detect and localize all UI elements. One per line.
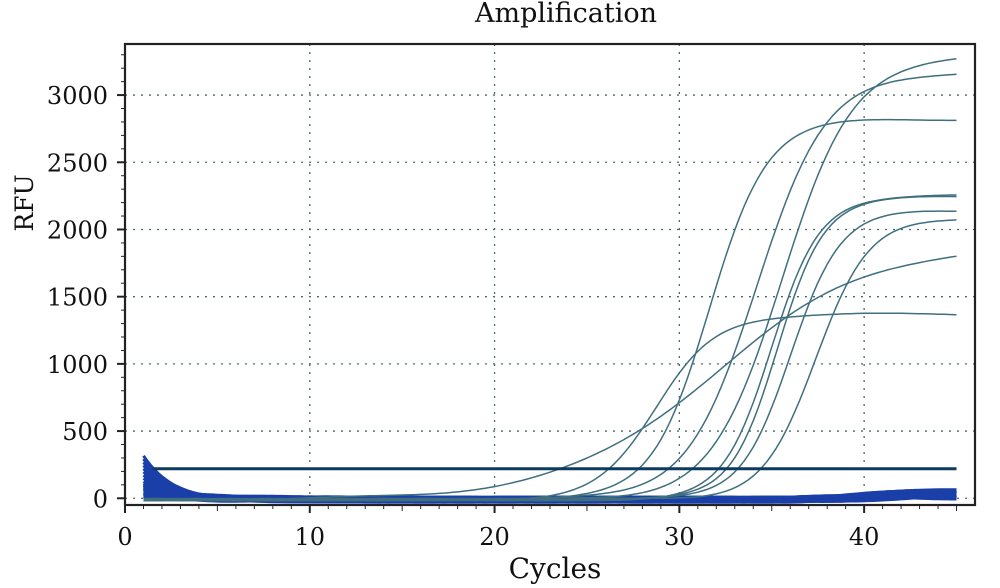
y-tick-label: 2000: [47, 216, 108, 244]
chart-title: Amplification: [474, 0, 657, 29]
y-tick-label: 0: [93, 485, 108, 513]
amplification-curve: [143, 219, 957, 502]
y-tick-label: 3000: [47, 82, 108, 110]
y-axis-label-text: RFU: [10, 174, 39, 232]
x-axis-label: Cycles: [508, 552, 602, 585]
amplification-curve: [143, 255, 957, 501]
early-cycle-curve: [142, 454, 233, 501]
amplification-curve: [143, 194, 957, 502]
amplification-curve: [143, 195, 957, 502]
y-tick-label: 1000: [47, 351, 108, 379]
x-tick-label: 20: [479, 523, 510, 551]
x-tick-label: 30: [664, 523, 695, 551]
amplification-curve: [143, 210, 957, 502]
x-tick-label: 10: [295, 523, 326, 551]
y-tick-label: 1500: [47, 284, 108, 312]
x-tick-label: 0: [117, 523, 132, 551]
y-axis-label: RFU: [10, 158, 39, 248]
y-tick-label: 500: [62, 418, 108, 446]
amplification-curve: [143, 58, 957, 502]
plot-frame: [123, 42, 977, 507]
x-tick-label: 40: [849, 523, 880, 551]
y-tick-label: 2500: [47, 149, 108, 177]
